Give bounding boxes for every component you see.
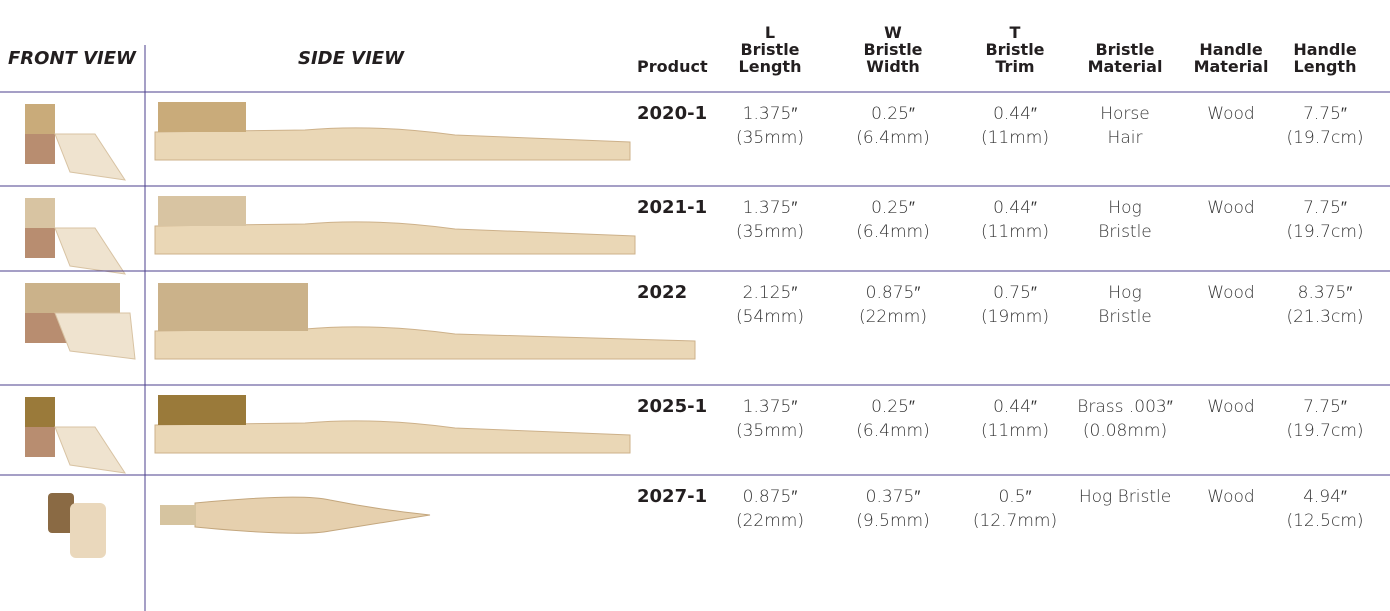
cell-text: Hair xyxy=(1060,126,1190,150)
column-header: Material xyxy=(1065,58,1185,75)
column-header: W xyxy=(833,24,953,41)
cell-text: 1.375″ xyxy=(705,102,835,126)
front-handle xyxy=(55,427,125,473)
front-bristles xyxy=(25,283,120,313)
cell-text: Bristle xyxy=(1060,305,1190,329)
cell-text: 0.25″ xyxy=(828,395,958,419)
cell-text: 1.375″ xyxy=(705,196,835,220)
cell-text: (19.7cm) xyxy=(1260,419,1390,443)
bristles xyxy=(158,102,246,132)
cell-text: (35mm) xyxy=(705,126,835,150)
cell-text: (22mm) xyxy=(705,509,835,533)
cell-text: (19.7cm) xyxy=(1260,126,1390,150)
product-header: Product xyxy=(637,58,708,75)
cell-text: 7.75″ xyxy=(1260,395,1390,419)
cell-text: (12.5cm) xyxy=(1260,509,1390,533)
column-header: Bristle xyxy=(833,41,953,58)
front-handle xyxy=(55,134,125,180)
cell-text: 1.375″ xyxy=(705,395,835,419)
front-block xyxy=(25,134,55,164)
product-code: 2020-1 xyxy=(637,102,707,126)
column-header: L xyxy=(710,24,830,41)
cell-text: 0.25″ xyxy=(828,196,958,220)
bristles xyxy=(158,283,308,331)
cell-text: (6.4mm) xyxy=(828,220,958,244)
cell-text: (19.7cm) xyxy=(1260,220,1390,244)
column-header: T xyxy=(955,24,1075,41)
product-code: 2022 xyxy=(637,281,687,305)
front-bristles xyxy=(25,397,55,427)
cell-text: 7.75″ xyxy=(1260,102,1390,126)
front-handle xyxy=(55,313,135,359)
front-block xyxy=(25,228,55,258)
front-handle xyxy=(70,503,106,558)
handle xyxy=(155,222,635,254)
page: FRONT VIEW SIDE VIEW Product (() => { co… xyxy=(0,0,1390,611)
bristles xyxy=(160,505,196,525)
handle xyxy=(155,327,695,359)
cell-text: (0.08mm) xyxy=(1060,419,1190,443)
handle xyxy=(155,421,630,453)
cell-text: (54mm) xyxy=(705,305,835,329)
cell-text: (22mm) xyxy=(828,305,958,329)
bristles xyxy=(158,395,246,425)
front-bristles xyxy=(25,104,55,134)
cell-text: 0.875″ xyxy=(828,281,958,305)
front-bristles xyxy=(25,198,55,228)
column-header: Bristle xyxy=(955,41,1075,58)
column-header: Trim xyxy=(955,58,1075,75)
cell-text: 2.125″ xyxy=(705,281,835,305)
cell-text: Bristle xyxy=(1060,220,1190,244)
front-view-label: FRONT VIEW xyxy=(8,48,136,69)
product-code: 2027-1 xyxy=(637,485,707,509)
cell-text: (6.4mm) xyxy=(828,126,958,150)
cell-text: 7.75″ xyxy=(1260,196,1390,220)
cell-text: 0.875″ xyxy=(705,485,835,509)
cell-text: (12.7mm) xyxy=(950,509,1080,533)
side-view-label: SIDE VIEW xyxy=(298,48,404,69)
column-header: Handle xyxy=(1265,41,1385,58)
cell-text: (6.4mm) xyxy=(828,419,958,443)
product-code: 2021-1 xyxy=(637,196,707,220)
bristles xyxy=(158,196,246,226)
cell-text: (35mm) xyxy=(705,419,835,443)
column-header: Length xyxy=(1265,58,1385,75)
handle xyxy=(155,128,630,160)
front-block xyxy=(25,427,55,457)
column-header: Bristle xyxy=(710,41,830,58)
product-code: 2025-1 xyxy=(637,395,707,419)
cell-text: (35mm) xyxy=(705,220,835,244)
column-header: Width xyxy=(833,58,953,75)
cell-text: 0.375″ xyxy=(828,485,958,509)
handle xyxy=(195,497,430,533)
cell-text: 4.94″ xyxy=(1260,485,1390,509)
cell-text: (9.5mm) xyxy=(828,509,958,533)
column-header: Length xyxy=(710,58,830,75)
cell-text: (21.3cm) xyxy=(1260,305,1390,329)
front-handle xyxy=(55,228,125,274)
column-header: Bristle xyxy=(1065,41,1185,58)
cell-text: 8.375″ xyxy=(1260,281,1390,305)
cell-text: 0.25″ xyxy=(828,102,958,126)
